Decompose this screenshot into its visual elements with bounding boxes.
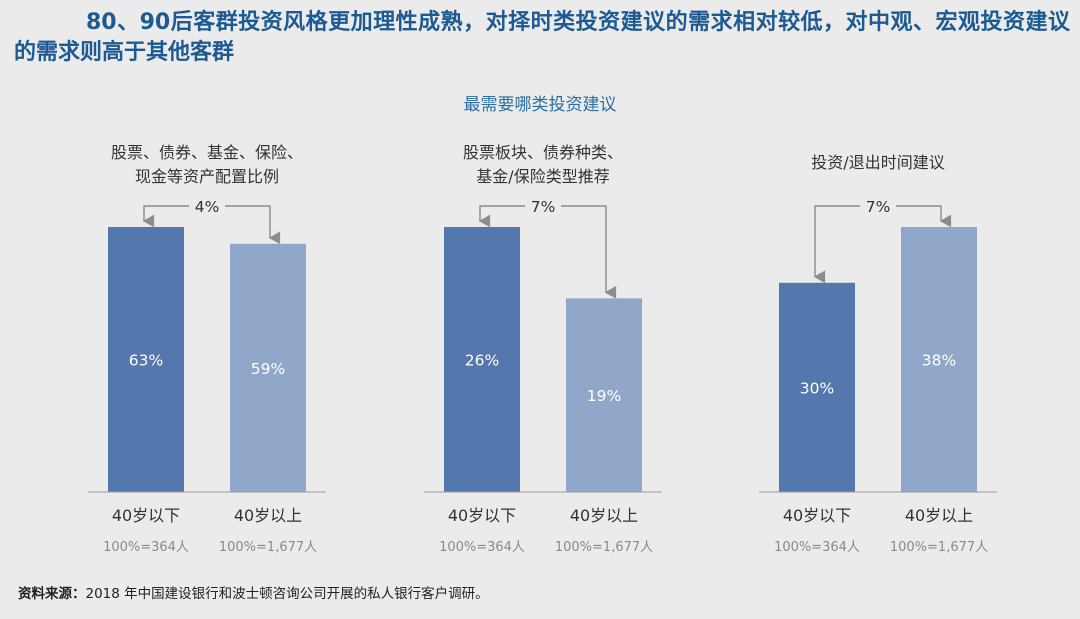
bar — [108, 227, 184, 492]
chart-panel-2: 股票板块、债券种类、基金/保险类型推荐 26% 40岁以下 100%=364人 19% 4… — [424, 143, 662, 555]
source-label: 资料来源： — [18, 586, 86, 602]
category-label: 40岁以上 — [570, 506, 638, 525]
bar-value-label: 59% — [251, 360, 285, 378]
base-label: 100%=1,677人 — [219, 540, 317, 555]
bar — [566, 298, 642, 492]
bar-value-label: 26% — [465, 352, 499, 370]
base-label: 100%=364人 — [439, 540, 525, 555]
panel-title-line: 股票板块、债券种类、 — [463, 143, 623, 162]
source-text: 2018 年中国建设银行和波士顿咨询公司开展的私人银行客户调研。 — [85, 586, 489, 602]
diff-arrow-left — [478, 205, 525, 228]
diff-arrow-left — [813, 205, 860, 284]
bar — [230, 243, 306, 492]
chart-panel-3: 投资/退出时间建议 30% 40岁以下 100%=364人 38% 40岁以上 100%=1… — [759, 153, 997, 555]
bar-value-label: 63% — [129, 352, 163, 370]
bar-value-label: 19% — [587, 387, 621, 405]
base-label: 100%=364人 — [774, 540, 860, 555]
diff-arrow-left — [142, 205, 189, 228]
chart-panel-1: 股票、债券、基金、保险、现金等资产配置比例 63% 40岁以下 100%=364人 59… — [88, 143, 326, 555]
category-label: 40岁以下 — [448, 506, 516, 525]
bar — [779, 282, 855, 492]
bar-value-label: 30% — [800, 379, 834, 397]
source-note: 资料来源：2018 年中国建设银行和波士顿咨询公司开展的私人银行客户调研。 — [18, 582, 489, 602]
bar — [901, 227, 977, 492]
base-label: 100%=364人 — [103, 540, 189, 555]
bar — [444, 227, 520, 492]
base-label: 100%=1,677人 — [890, 540, 988, 555]
diff-label: 7% — [866, 198, 891, 216]
panel-title-line: 现金等资产配置比例 — [135, 167, 279, 186]
headline: 80、90后客群投资风格更加理性成熟，对择时类投资建议的需求相对较低，对中观、宏… — [14, 8, 1070, 68]
panel-title-line: 基金/保险类型推荐 — [476, 167, 609, 186]
category-label: 40岁以上 — [905, 506, 973, 525]
category-label: 40岁以下 — [783, 506, 851, 525]
category-label: 40岁以上 — [234, 506, 302, 525]
chart-subtitle: 最需要哪类投资建议 — [463, 95, 617, 115]
category-label: 40岁以下 — [112, 506, 180, 525]
panel-title-line: 股票、债券、基金、保险、 — [111, 143, 303, 162]
panel-title-line: 投资/退出时间建议 — [811, 153, 944, 172]
diff-arrow-right — [561, 205, 617, 299]
base-label: 100%=1,677人 — [555, 540, 653, 555]
bar-value-label: 38% — [922, 352, 956, 370]
headline-text: 80、90后客群投资风格更加理性成熟，对择时类投资建议的需求相对较低，对中观、宏… — [14, 10, 1070, 65]
diff-label: 4% — [195, 198, 220, 216]
diff-arrow-right — [896, 205, 952, 228]
diff-label: 7% — [531, 198, 556, 216]
diff-arrow-right — [225, 205, 281, 245]
